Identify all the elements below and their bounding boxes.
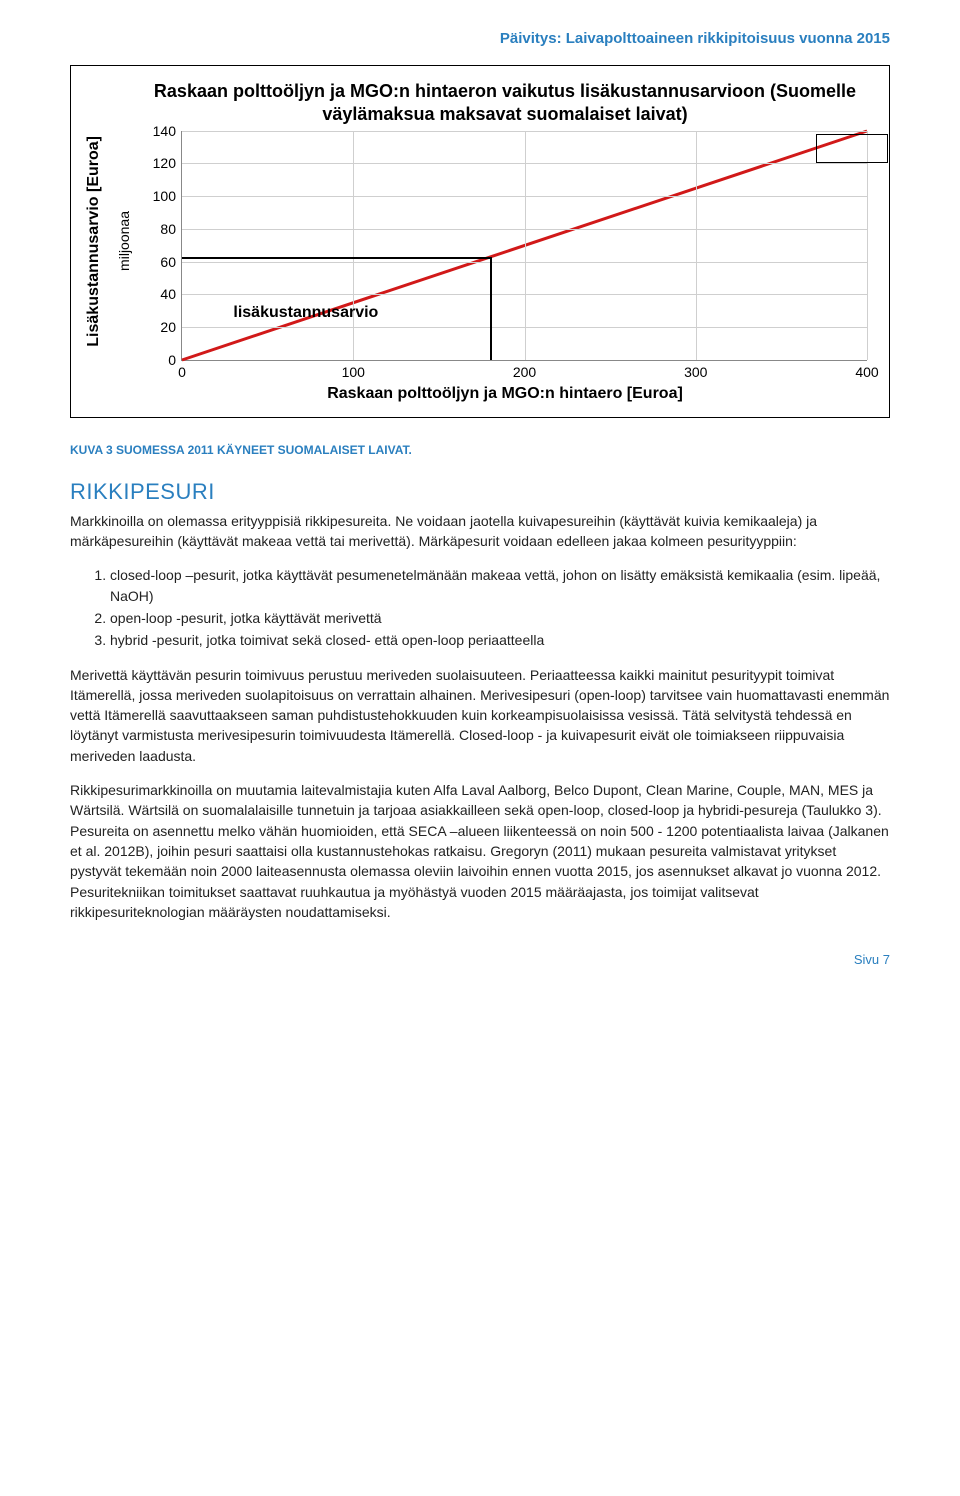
legend-box (816, 134, 888, 163)
chart-ylabel-sub: miljoonaa (116, 211, 132, 271)
list-item: closed-loop –pesurit, jotka käyttävät pe… (110, 565, 890, 606)
xtick-label: 100 (342, 360, 365, 380)
ytick-label: 40 (160, 286, 182, 302)
xtick-label: 300 (684, 360, 707, 380)
plot-area: 0204060801001201400100200300400lisäkusta… (181, 131, 867, 361)
list-item: hybrid -pesurit, jotka toimivat sekä clo… (110, 630, 890, 650)
gridline-v (525, 131, 526, 360)
xtick-label: 400 (855, 360, 878, 380)
list-item: open-loop -pesurit, jotka käyttävät meri… (110, 608, 890, 628)
paragraph-1: Markkinoilla on olemassa erityyppisiä ri… (70, 511, 890, 552)
chart-container: Lisäkustannusarvio [Euroa] miljoonaa Ras… (70, 65, 890, 418)
annot-line-h (182, 257, 490, 259)
section-heading: RIKKIPESURI (70, 479, 890, 505)
ytick-label: 60 (160, 254, 182, 270)
xtick-label: 200 (513, 360, 536, 380)
ytick-label: 100 (153, 188, 182, 204)
annot-line-v (490, 257, 492, 360)
paragraph-2: Merivettä käyttävän pesurin toimivuus pe… (70, 665, 890, 766)
figure-caption: KUVA 3 SUOMESSA 2011 KÄYNEET SUOMALAISET… (70, 443, 890, 457)
page-header: Päivitys: Laivapolttoaineen rikkipitoisu… (70, 30, 890, 47)
chart-ylabel: Lisäkustannusarvio [Euroa] (85, 136, 103, 347)
paragraph-3: Rikkipesurimarkkinoilla on muutamia lait… (70, 780, 890, 922)
gridline-v (696, 131, 697, 360)
pesuri-list: closed-loop –pesurit, jotka käyttävät pe… (70, 565, 890, 650)
gridline-v (867, 131, 868, 360)
chart-xlabel: Raskaan polttoöljyn ja MGO:n hintaero [E… (139, 385, 871, 403)
gridline-v (353, 131, 354, 360)
ytick-label: 120 (153, 155, 182, 171)
chart-title: Raskaan polttoöljyn ja MGO:n hintaeron v… (139, 80, 871, 127)
ytick-label: 140 (153, 123, 182, 139)
annot-label: lisäkustannusarvio (233, 304, 378, 322)
ytick-label: 20 (160, 319, 182, 335)
xtick-label: 0 (178, 360, 186, 380)
page-footer: Sivu 7 (70, 952, 890, 967)
ytick-label: 80 (160, 221, 182, 237)
